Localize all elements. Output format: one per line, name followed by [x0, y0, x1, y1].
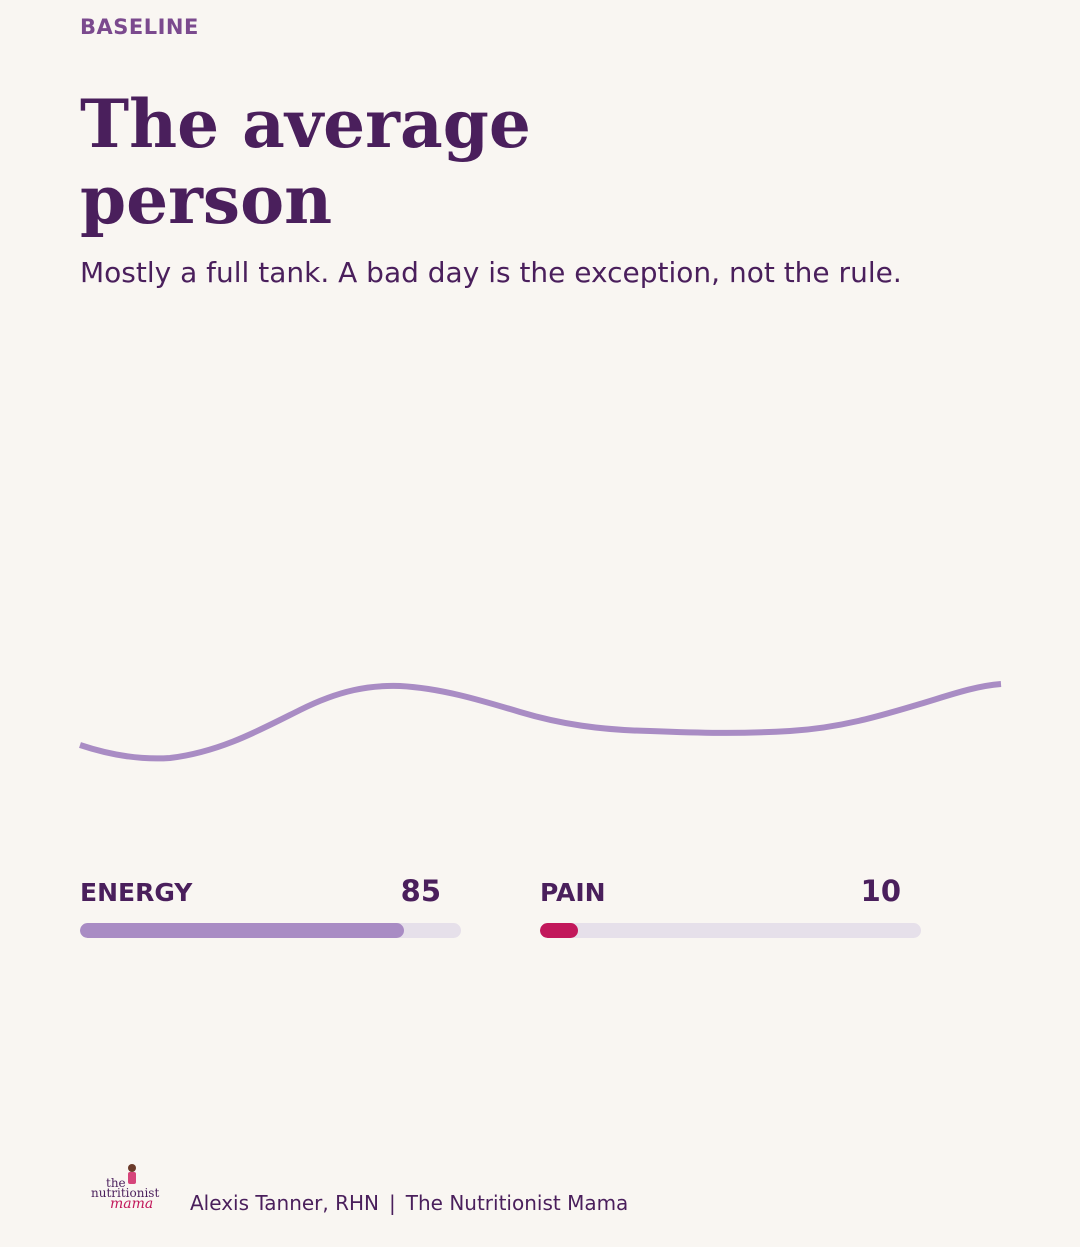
footer: the nutritionist mama Alexis Tanner, RHN… — [88, 1160, 788, 1220]
energy-value: 85 — [400, 874, 441, 908]
logo-word-mama: mama — [110, 1196, 153, 1212]
pain-label: PAIN — [540, 878, 606, 907]
pain-progress-track — [540, 923, 921, 938]
footer-credit: Alexis Tanner, RHN | The Nutritionist Mama — [190, 1191, 628, 1215]
energy-progress-track — [80, 923, 461, 938]
energy-label: ENERGY — [80, 878, 193, 907]
footer-separator: | — [389, 1191, 396, 1215]
footer-author: Alexis Tanner, RHN — [190, 1191, 380, 1215]
pain-progress-fill — [540, 923, 579, 938]
wave-path — [79, 681, 1002, 762]
logo-word-the: the — [106, 1176, 126, 1190]
logo-word-nutritionist: nutritionist — [91, 1186, 159, 1200]
footer-brand: The Nutritionist Mama — [405, 1191, 629, 1215]
pain-metric: PAIN 10 — [540, 874, 921, 944]
energy-metric: ENERGY 85 — [80, 874, 461, 944]
brand-logo: the nutritionist mama — [91, 1164, 159, 1212]
pain-value: 10 — [860, 874, 901, 908]
section-eyebrow: BASELINE — [80, 15, 199, 39]
page-title: The average person — [80, 85, 531, 239]
energy-progress-fill — [80, 923, 404, 938]
page-subtitle: Mostly a full tank. A bad day is the exc… — [80, 256, 902, 289]
